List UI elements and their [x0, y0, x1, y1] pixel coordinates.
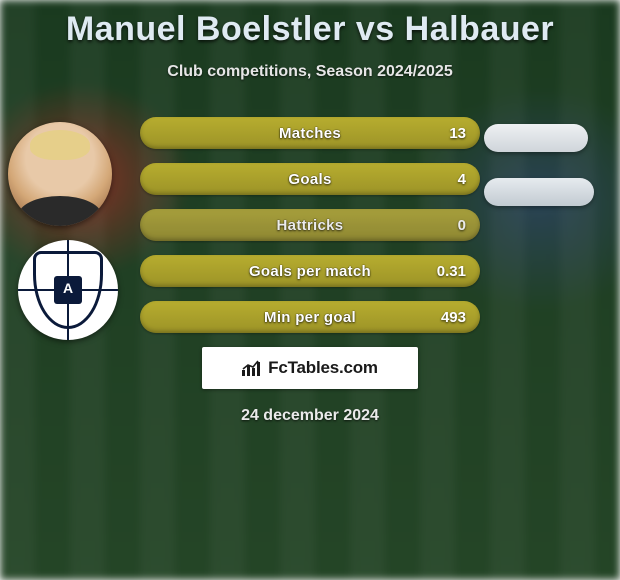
bar-value: 0	[458, 217, 466, 234]
bar-label: Hattricks	[277, 217, 344, 234]
content-root: Manuel Boelstler vs Halbauer Club compet…	[0, 0, 620, 425]
bar-chart-icon	[242, 360, 262, 376]
bar-value: 13	[449, 125, 466, 142]
bar-label: Min per goal	[264, 309, 356, 326]
pill-goals	[484, 178, 594, 206]
crest-shape	[33, 251, 103, 329]
pill-matches	[484, 124, 588, 152]
bar-hattricks: Hattricks 0	[140, 209, 480, 241]
avatar-column	[8, 122, 128, 340]
bar-label: Goals per match	[249, 263, 371, 280]
player2-club-crest	[18, 240, 118, 340]
right-pill-column	[484, 124, 604, 204]
player1-avatar	[8, 122, 112, 226]
bar-value: 493	[441, 309, 466, 326]
bar-min-per-goal: Min per goal 493	[140, 301, 480, 333]
bar-goals-per-match: Goals per match 0.31	[140, 255, 480, 287]
stats-bars: Matches 13 Goals 4 Hattricks 0 Goals per…	[140, 117, 480, 333]
branding-text: FcTables.com	[268, 358, 378, 378]
branding[interactable]: FcTables.com	[202, 347, 418, 389]
bar-goals: Goals 4	[140, 163, 480, 195]
page-title: Manuel Boelstler vs Halbauer	[0, 0, 620, 49]
bar-matches: Matches 13	[140, 117, 480, 149]
subtitle: Club competitions, Season 2024/2025	[0, 63, 620, 81]
bar-label: Matches	[279, 125, 341, 142]
bar-value: 4	[458, 171, 466, 188]
bar-label: Goals	[288, 171, 331, 188]
crest-spokes	[36, 254, 100, 326]
date-text: 24 december 2024	[0, 407, 620, 425]
bar-value: 0.31	[437, 263, 466, 280]
